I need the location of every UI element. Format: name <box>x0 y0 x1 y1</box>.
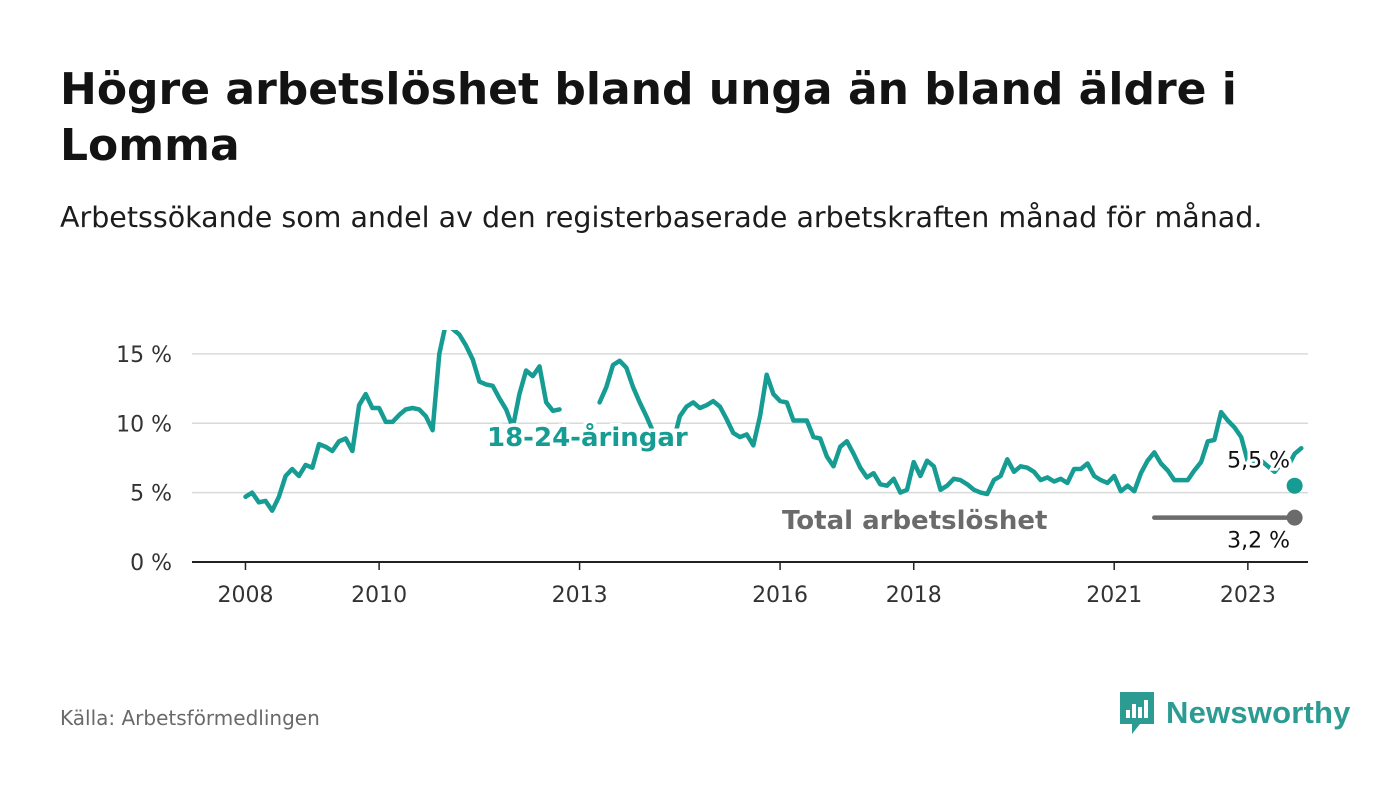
y-tick-label: 10 % <box>116 412 172 437</box>
series-label-youth: 18-24-åringar <box>487 421 688 453</box>
x-tick-label: 2021 <box>1086 583 1142 608</box>
y-tick-label: 15 % <box>116 343 172 368</box>
series-line-0 <box>243 330 1304 513</box>
series-lines <box>243 330 1304 520</box>
series-label-total: Total arbetslöshet <box>782 506 1047 536</box>
x-tick-label: 2016 <box>752 583 808 608</box>
chart-subtitle: Arbetssökande som andel av den registerb… <box>60 201 1263 234</box>
line-chart: 0 % 5 % 10 % 15 % 2008 2010 2013 2016 2018 2021 20… <box>116 330 1308 608</box>
x-tick-label: 2008 <box>217 583 273 608</box>
x-tick-label: 2013 <box>552 583 608 608</box>
x-tick-label: 2023 <box>1220 583 1276 608</box>
end-marker-1 <box>1286 509 1303 526</box>
end-marker-0 <box>1286 477 1303 494</box>
y-tick-label: 5 % <box>130 482 172 507</box>
end-label-0: 5,5 % <box>1227 449 1290 474</box>
x-tick-label: 2010 <box>351 583 407 608</box>
newsworthy-logo-icon <box>1120 692 1154 734</box>
source-note: Källa: Arbetsförmedlingen <box>60 706 320 730</box>
brand-logo[interactable]: Newsworthy <box>1118 690 1351 736</box>
x-tick-label: 2018 <box>886 583 942 608</box>
brand-name: Newsworthy <box>1166 695 1351 730</box>
series-labels: 18-24-åringar Total arbetslöshet 5,5 % 3,2 … <box>484 418 1303 557</box>
end-label-1: 3,2 % <box>1227 529 1290 554</box>
chart-title: Högre arbetslöshet bland unga än bland ä… <box>60 64 1237 171</box>
y-tick-label: 0 % <box>130 551 172 576</box>
axes: 0 % 5 % 10 % 15 % 2008 2010 2013 2016 2018 2021 20… <box>116 343 1308 608</box>
